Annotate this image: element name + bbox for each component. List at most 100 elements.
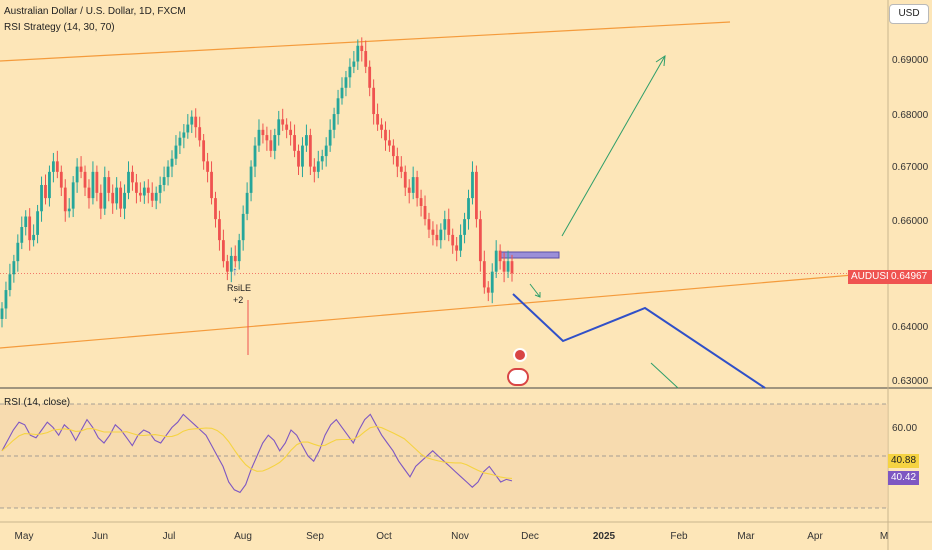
arrow-up-icon: ↑ [232,264,238,278]
candle-body [51,161,55,172]
candle-body [471,171,474,199]
rsi-level-label: 60.00 [892,423,918,434]
currency-button[interactable]: USD [889,4,929,24]
candle-body [32,234,36,241]
candle-body [439,229,443,241]
candle-body [352,61,356,67]
signal-count: +2 [233,295,244,305]
candle-body [459,234,463,251]
candle-body [48,171,51,199]
candle-body [376,114,379,125]
rsi-title[interactable]: RSI (14, close) [4,397,71,408]
candle-body [71,182,75,209]
time-label: Sep [306,531,324,542]
time-label: Oct [376,531,392,542]
candle-body [475,171,478,220]
candle-body [305,135,308,146]
candle-body [435,234,439,241]
candle-body [388,140,391,146]
candle-body [99,192,103,209]
bearish-projection-path [512,293,766,389]
candle-body [79,166,83,172]
candle-body [447,219,451,235]
candle-body [482,261,486,288]
candle-body [502,261,506,272]
candle-body [40,184,43,212]
time-label: Jun [91,531,109,542]
strategy-label[interactable]: RSI Strategy (14, 30, 70) [4,22,115,33]
candle-body [249,166,253,193]
time-label: Dec [521,531,539,542]
candle-body [419,198,423,206]
time-label: Mar [737,531,755,542]
candle-body [218,219,221,241]
candle-body [399,166,403,172]
candle-body [336,98,340,115]
symbol-tag: AUDUSD [848,270,897,284]
candle-body [87,187,91,199]
candle-body [395,156,399,167]
candle-body [210,171,213,199]
chart-symbol-title: Australian Dollar / U.S. Dollar, 1D, FXC… [4,6,186,17]
candle-body [20,227,24,243]
candle-body [12,261,16,275]
candle-body [119,187,123,209]
candle-body [162,177,166,185]
candle-body [348,66,352,78]
candle-body [320,156,324,162]
candle-body [403,171,407,188]
candle-body [44,184,47,199]
candle-body [206,161,209,172]
candle-body [138,192,142,196]
price-label: 0.64000 [892,322,929,333]
candle-body [233,255,237,262]
bullish-arrow-head [655,54,666,67]
level-box [500,251,560,259]
candle-body [316,161,320,172]
time-label: M [879,531,889,542]
rsi-value: 40.42 [888,471,920,485]
candle-body [443,219,447,230]
small-down-arrow [529,283,541,298]
economic-event-icon[interactable] [513,348,527,362]
candle-body [451,234,455,246]
candle-body [190,116,194,125]
candle-body [431,229,435,235]
candle-body [368,66,372,88]
candle-body [494,250,498,272]
candle-body [225,261,229,272]
candle-body [221,240,225,262]
channel-upper-line [0,21,731,62]
candle-body [8,274,12,291]
candle-body [277,119,281,136]
rsi-ma-line [1,425,513,479]
candle-body [273,135,277,151]
candle-body [257,129,261,146]
candle-body [467,198,470,220]
candle-body [269,140,273,151]
candle-body [63,187,67,212]
candle-body [423,206,427,220]
time-label: 2025 [592,531,616,542]
candle-body [111,192,115,204]
candle-body [154,192,158,201]
candle-body [301,145,304,167]
channel-lower-line [0,271,889,349]
flag-event-icon[interactable] [507,368,529,386]
candle-body [127,171,130,193]
candle-body [174,145,178,159]
candle-body [158,184,162,193]
candle-body [107,177,111,193]
time-label: Apr [807,531,823,542]
candle-body [285,124,289,130]
candle-body [178,137,182,146]
candle-body [186,124,190,133]
time-label: Jul [162,531,176,542]
candle-body [510,261,514,274]
time-label: Aug [234,531,252,542]
bullish-arrow-line [561,55,666,237]
candle-body [328,129,332,146]
candle-body [229,255,233,272]
